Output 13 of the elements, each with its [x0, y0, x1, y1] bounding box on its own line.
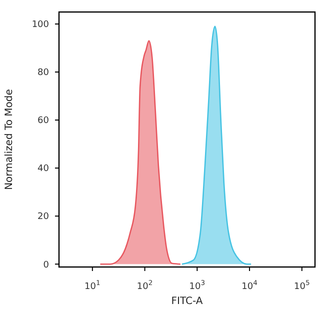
y-tick-label: 20 [38, 212, 50, 222]
x-tick-label: 10$^{3}$ [189, 279, 206, 292]
x-tick-label: 10$^{5}$ [294, 279, 310, 292]
x-tick-label: 10$^{4}$ [242, 279, 258, 292]
x-tick-label: 10$^{2}$ [136, 279, 153, 292]
y-tick-label: 40 [38, 164, 50, 174]
x-tick-label: 10$^{1}$ [84, 279, 100, 292]
y-tick-label: 0 [43, 260, 50, 270]
y-tick-label: 60 [38, 116, 50, 126]
y-tick-label: 100 [32, 20, 50, 30]
y-tick-label: 80 [38, 68, 50, 78]
y-axis-title: Normalized To Mode [4, 89, 15, 190]
x-axis-title: FITC-A [171, 296, 203, 307]
